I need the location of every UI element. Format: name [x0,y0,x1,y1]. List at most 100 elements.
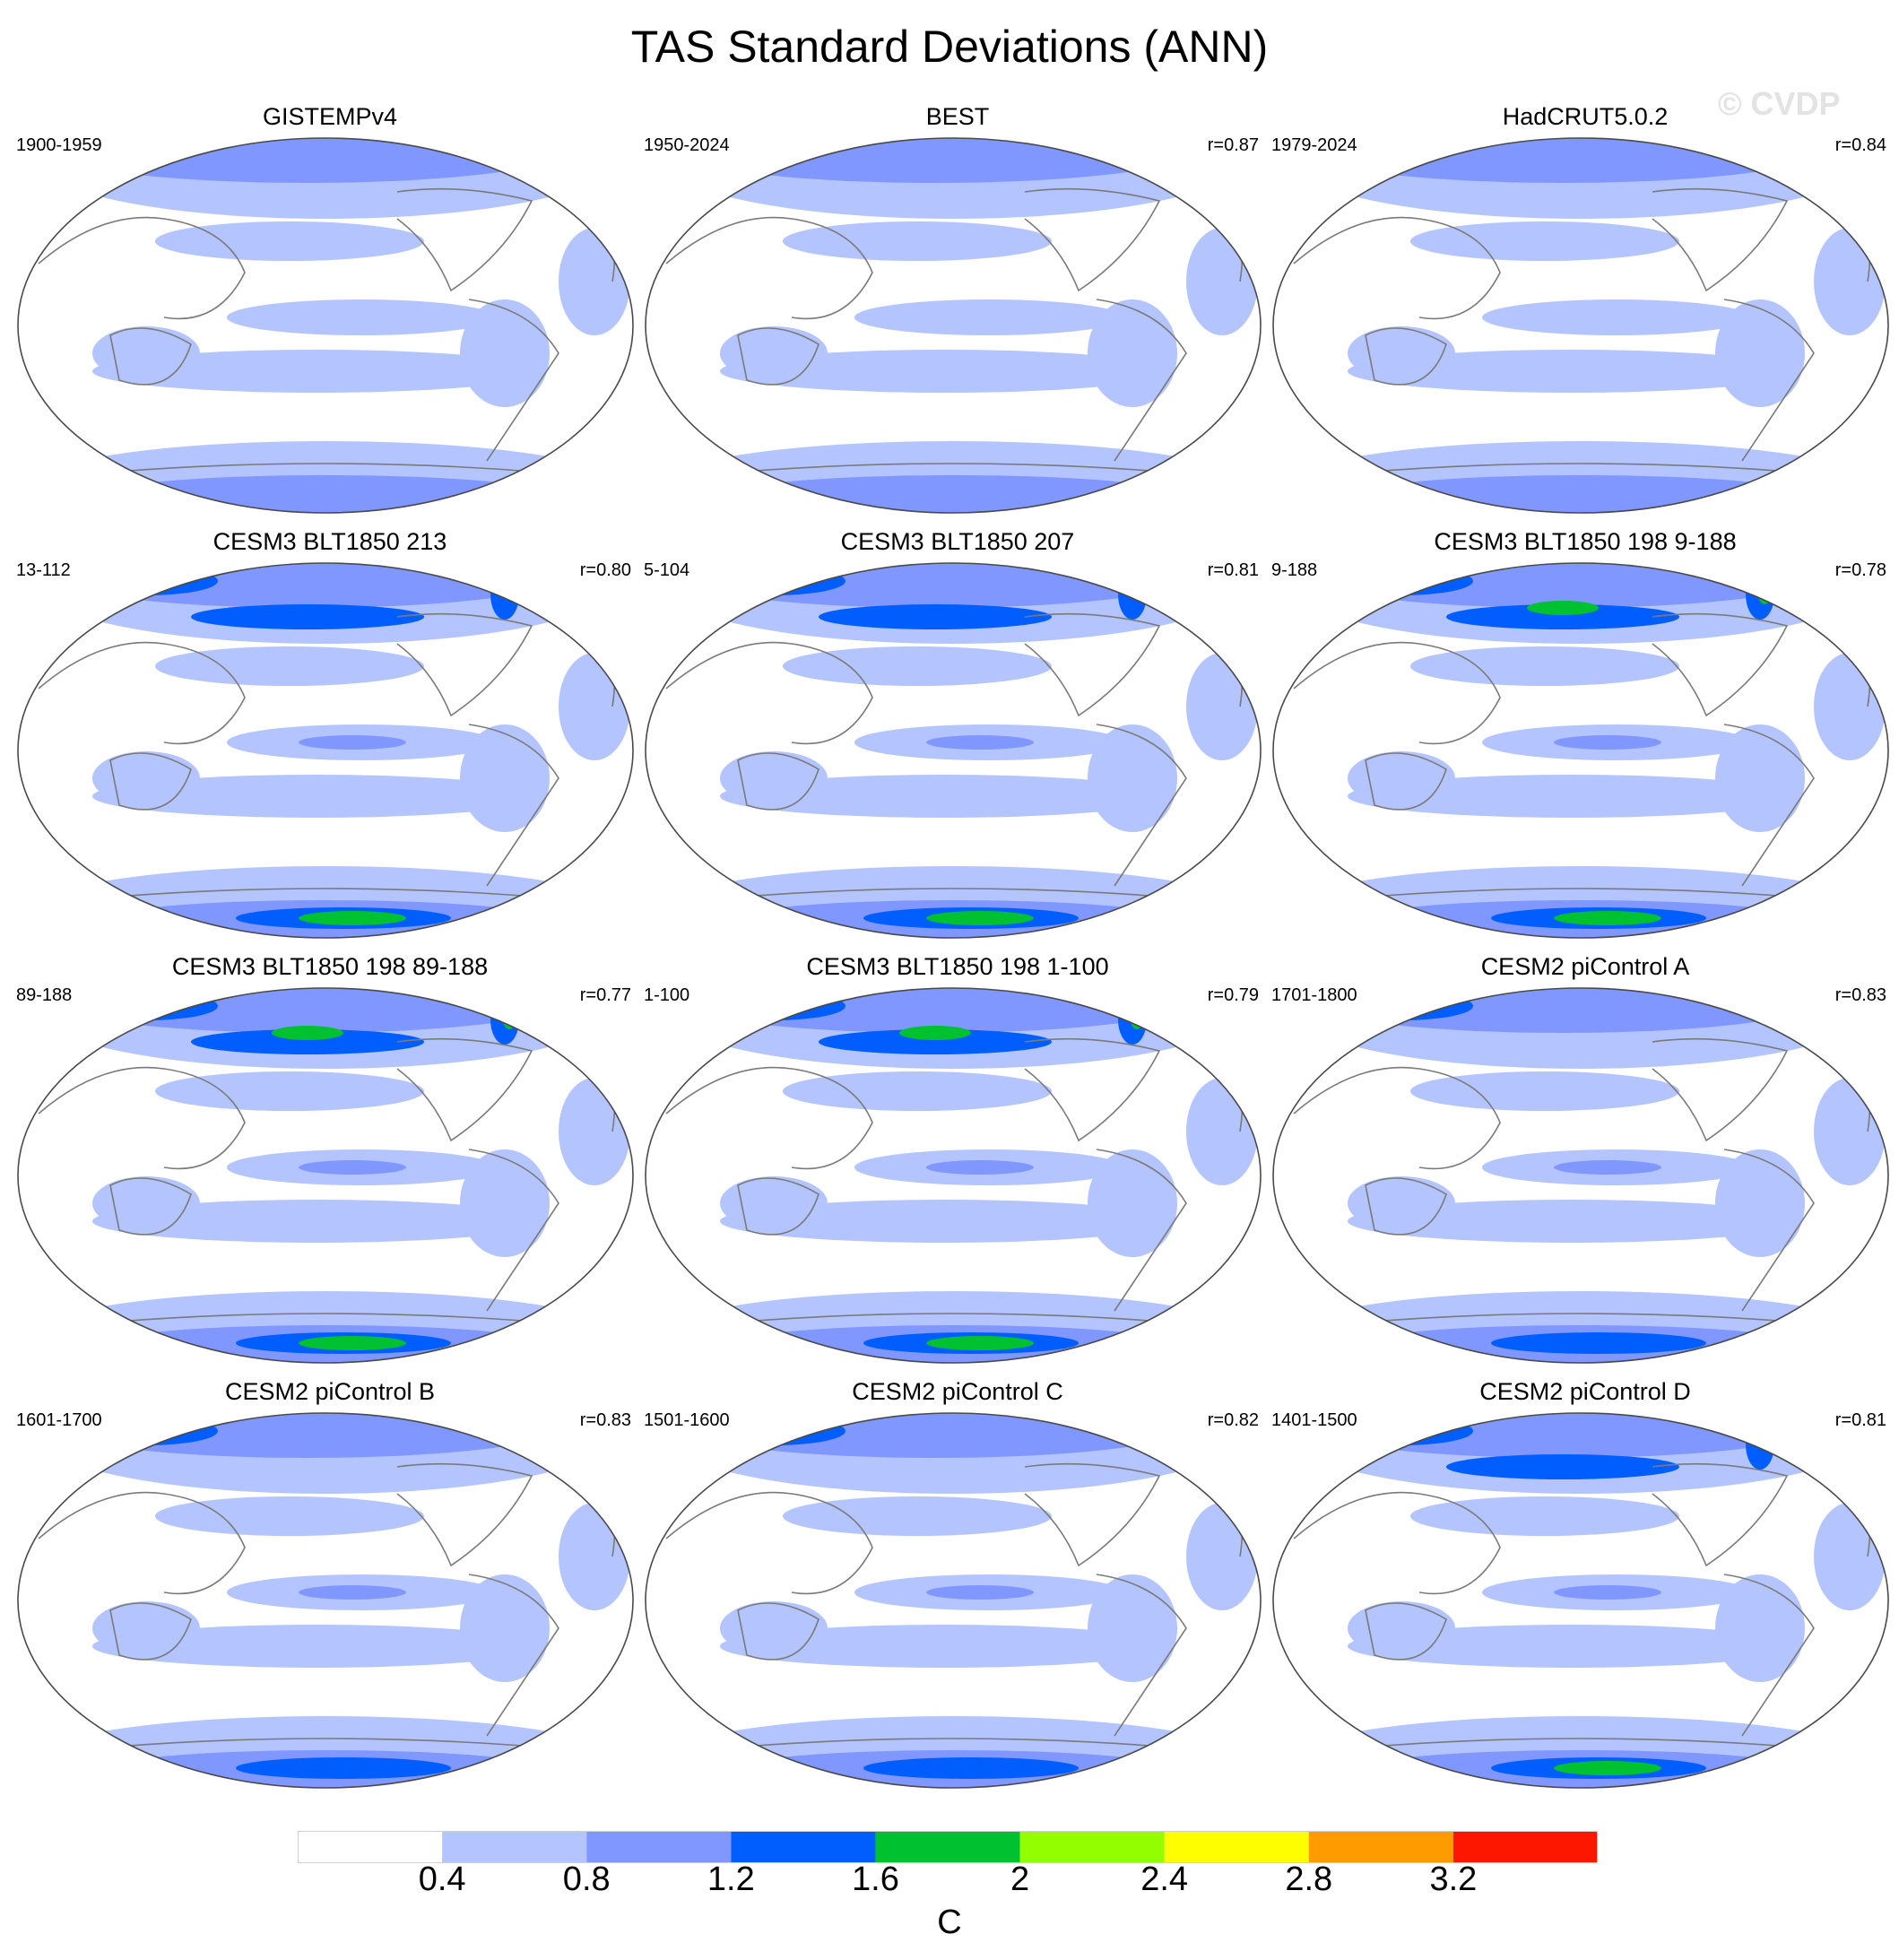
panel-period: 1950-2024 [644,135,730,155]
north-america-coastline [1024,187,1161,292]
map-svg [17,1412,634,1789]
asia-coastline [1293,1491,1501,1595]
panel-correlation: r=0.79 [1207,985,1259,1005]
colorbar-tick-label: 0.4 [418,1860,466,1898]
antarctic-max [299,911,406,925]
map-border [17,137,634,514]
north-america-coastline [396,612,533,717]
north-asia-band [819,604,1052,629]
australia-coastline [737,752,819,811]
map-panel: BEST 1950-2024 r=0.87 [644,102,1271,524]
map-border [17,562,634,939]
australia-coastline [109,1177,192,1236]
panel-period: 1601-1700 [16,1410,102,1430]
map-panel: CESM3 BLT1850 207 5-104 r=0.81 [644,527,1271,949]
midlat-band-north [155,221,424,261]
atlantic-patch [559,1078,630,1185]
panel-period: 89-188 [16,985,73,1005]
map-svg [17,562,634,939]
panel-correlation: r=0.82 [1207,1410,1259,1430]
asia-coastline [38,1491,246,1595]
panel-correlation: r=0.77 [579,985,631,1005]
north-america-coastline [1652,187,1789,292]
asia-coastline [38,1066,246,1170]
map-panel: CESM3 BLT1850 213 13-112 r=0.80 [16,527,644,949]
map-svg [17,987,634,1364]
asia-coastline [665,1491,873,1595]
antarctic-peak [1491,1332,1706,1354]
panel-title: CESM3 BLT1850 198 89-188 [171,953,489,980]
asia-coastline [665,216,873,320]
south-pacific-band [92,350,541,393]
atlantic-patch [559,228,630,335]
south-pacific-band [720,350,1168,393]
atlantic-patch [1814,1503,1886,1610]
midlat-band-north [783,1496,1052,1536]
enso-core [1554,735,1661,750]
colorbar-tick-label: 1.2 [707,1860,755,1898]
south-america-patch [1715,299,1805,407]
colorbar-tick-label: 0.8 [562,1860,611,1898]
panel-period: 1979-2024 [1271,135,1357,155]
south-america-coastline [468,1574,559,1737]
panel-correlation: r=0.83 [579,1410,631,1430]
panel-correlation: r=0.81 [1834,1410,1886,1430]
asia-coastline [665,641,873,745]
panel-correlation: r=0.83 [1834,985,1886,1005]
australia-patch [720,751,828,805]
midlat-band-north [155,1071,424,1111]
australia-patch [1348,751,1455,805]
colorbar-tick-label: 2.4 [1140,1860,1189,1898]
north-america-coastline [1652,1462,1789,1567]
siberia-extreme [689,999,707,1010]
australia-coastline [737,1602,819,1661]
enso-core [926,1585,1034,1600]
south-america-coastline [1723,1574,1815,1737]
australia-patch [720,1601,828,1655]
panel-period: 1501-1600 [644,1410,730,1430]
enso-core [926,1160,1034,1175]
colorbar-bin [875,1831,1020,1863]
atlantic-patch [559,1503,630,1610]
panel-title: CESM2 piControl C [852,1378,1063,1405]
enso-core [1554,1585,1661,1600]
asia-coastline [1293,641,1501,745]
map-border [645,1412,1262,1789]
south-pacific-band [92,775,541,818]
australia-coastline [737,1177,819,1236]
asia-coastline [38,641,246,745]
north-asia-band [1446,604,1679,629]
australia-patch [92,1176,200,1230]
south-america-coastline [468,724,559,887]
panel-period: 5-104 [644,560,690,580]
atlantic-patch [1186,228,1258,335]
colorbar-bin [1308,1831,1453,1863]
south-america-coastline [468,299,559,462]
atlantic-patch [1814,653,1886,760]
australia-coastline [1365,1602,1447,1661]
panel-period: 13-112 [16,560,71,580]
equatorial-pacific-band [227,299,496,335]
panel-title: BEST [925,103,990,130]
south-america-coastline [1096,1149,1187,1312]
colorbar [298,1831,1598,1863]
south-america-coastline [1723,724,1815,887]
australia-coastline [1365,327,1447,386]
map-panel: CESM3 BLT1850 198 9-188 9-188 r=0.78 [1271,527,1899,949]
arctic-core [39,138,577,183]
map-border [1272,987,1889,1364]
panel-correlation: r=0.78 [1834,560,1886,580]
map-panel: CESM2 piControl A 1701-1800 r=0.83 [1271,952,1899,1374]
south-america-patch [460,1574,550,1682]
south-america-patch [1088,1149,1177,1257]
midlat-band-north [1410,1496,1679,1536]
antarctic-max [1554,911,1661,925]
arctic-core [666,138,1204,183]
asia-coastline [38,216,246,320]
north-america-coastline [1024,612,1161,717]
equatorial-pacific-band [854,299,1123,335]
enso-core [299,735,406,750]
south-america-patch [1715,1149,1805,1257]
map-border [1272,1412,1889,1789]
south-america-coastline [1723,299,1815,462]
